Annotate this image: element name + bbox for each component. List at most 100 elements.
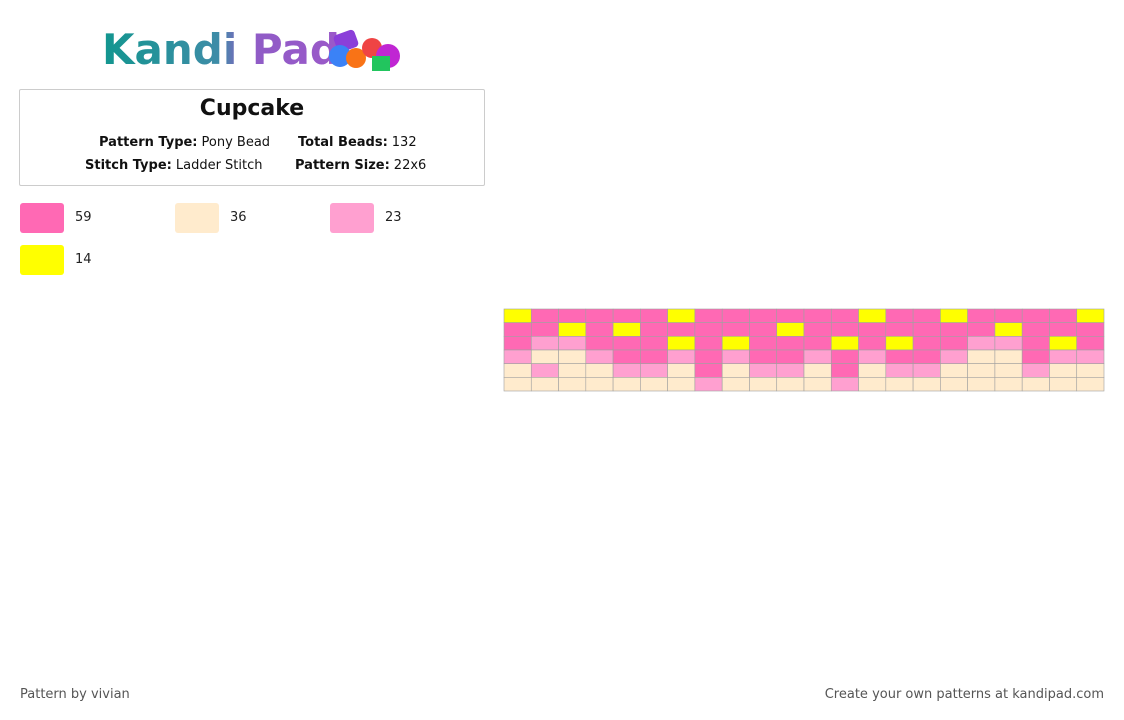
info-item: Stitch Type: Ladder Stitch xyxy=(85,158,263,173)
bead xyxy=(640,377,668,392)
bead xyxy=(776,336,805,351)
bead xyxy=(721,363,750,378)
bead xyxy=(885,349,914,364)
info-item: Pattern Size: 22x6 xyxy=(295,158,426,173)
color-swatch xyxy=(330,203,374,233)
bead xyxy=(558,308,587,323)
bead xyxy=(585,322,614,337)
bead xyxy=(885,308,914,323)
bead xyxy=(558,322,587,337)
info-item: Pattern Type: Pony Bead xyxy=(99,135,270,150)
footer-left: Pattern by vivian xyxy=(20,687,130,702)
bead xyxy=(858,349,887,364)
bead xyxy=(721,377,750,392)
bead xyxy=(721,349,750,364)
bead xyxy=(830,322,859,337)
bead xyxy=(612,308,641,323)
bead xyxy=(721,322,750,337)
bead xyxy=(994,349,1023,364)
bead xyxy=(912,363,941,378)
bead xyxy=(667,349,696,364)
bead xyxy=(912,308,941,323)
bead xyxy=(994,308,1023,323)
bead xyxy=(912,322,941,337)
bead xyxy=(585,363,614,378)
bead xyxy=(858,308,887,323)
bead xyxy=(885,363,914,378)
bead xyxy=(1049,336,1078,351)
bead xyxy=(885,336,914,351)
bead xyxy=(803,336,832,351)
title: Cupcake xyxy=(199,96,305,121)
bead-grid xyxy=(503,308,1105,392)
bead xyxy=(612,363,641,378)
bead xyxy=(940,322,968,337)
logo-text: Kandi Pad xyxy=(102,25,340,74)
bead xyxy=(940,349,968,364)
bead xyxy=(1021,322,1050,337)
bead xyxy=(967,322,996,337)
bead xyxy=(749,336,778,351)
bead xyxy=(530,336,559,351)
info-item: Total Beads: 132 xyxy=(298,135,417,150)
logo: Kandi Pad xyxy=(102,25,400,74)
bead xyxy=(721,336,750,351)
color-swatch xyxy=(20,203,64,233)
bead xyxy=(858,377,887,392)
bead xyxy=(530,377,559,392)
bead xyxy=(776,349,805,364)
bead xyxy=(503,322,532,337)
bead xyxy=(776,363,805,378)
bead xyxy=(530,349,559,364)
bead xyxy=(558,363,587,378)
bead xyxy=(858,336,887,351)
info-value: Ladder Stitch xyxy=(175,158,263,173)
bead xyxy=(994,363,1023,378)
bead xyxy=(721,308,750,323)
color-count: 36 xyxy=(230,210,247,225)
bead xyxy=(803,308,832,323)
bead xyxy=(667,377,696,392)
bead xyxy=(503,349,532,364)
bead xyxy=(640,349,668,364)
bead xyxy=(940,363,968,378)
bead xyxy=(694,308,723,323)
bead xyxy=(503,308,532,323)
color-count: 14 xyxy=(75,252,92,267)
bead xyxy=(1021,336,1050,351)
bead xyxy=(776,308,805,323)
bead xyxy=(749,363,778,378)
bead xyxy=(667,308,696,323)
bead xyxy=(1049,322,1078,337)
bead xyxy=(803,322,832,337)
bead xyxy=(967,336,996,351)
info-label: Pattern Type: xyxy=(99,135,198,150)
bead xyxy=(1076,322,1105,337)
bead xyxy=(585,349,614,364)
footer-right: Create your own patterns at kandipad.com xyxy=(824,687,1104,702)
bead xyxy=(1076,336,1105,351)
bead xyxy=(558,336,587,351)
bead xyxy=(1049,308,1078,323)
bead xyxy=(558,349,587,364)
bead xyxy=(885,377,914,392)
bead xyxy=(912,349,941,364)
bead xyxy=(1076,308,1105,323)
bead xyxy=(640,322,668,337)
bead xyxy=(503,377,532,392)
bead xyxy=(994,336,1023,351)
bead xyxy=(749,308,778,323)
bead xyxy=(885,322,914,337)
bead xyxy=(967,363,996,378)
bead xyxy=(694,349,723,364)
info-label: Stitch Type: xyxy=(85,158,172,173)
bead xyxy=(940,336,968,351)
info-card: Cupcake Pattern Type: Pony Bead Total Bea… xyxy=(19,89,485,186)
bead xyxy=(640,363,668,378)
bead xyxy=(994,377,1023,392)
bead xyxy=(530,308,559,323)
bead xyxy=(858,363,887,378)
bead xyxy=(585,308,614,323)
bead xyxy=(912,377,941,392)
